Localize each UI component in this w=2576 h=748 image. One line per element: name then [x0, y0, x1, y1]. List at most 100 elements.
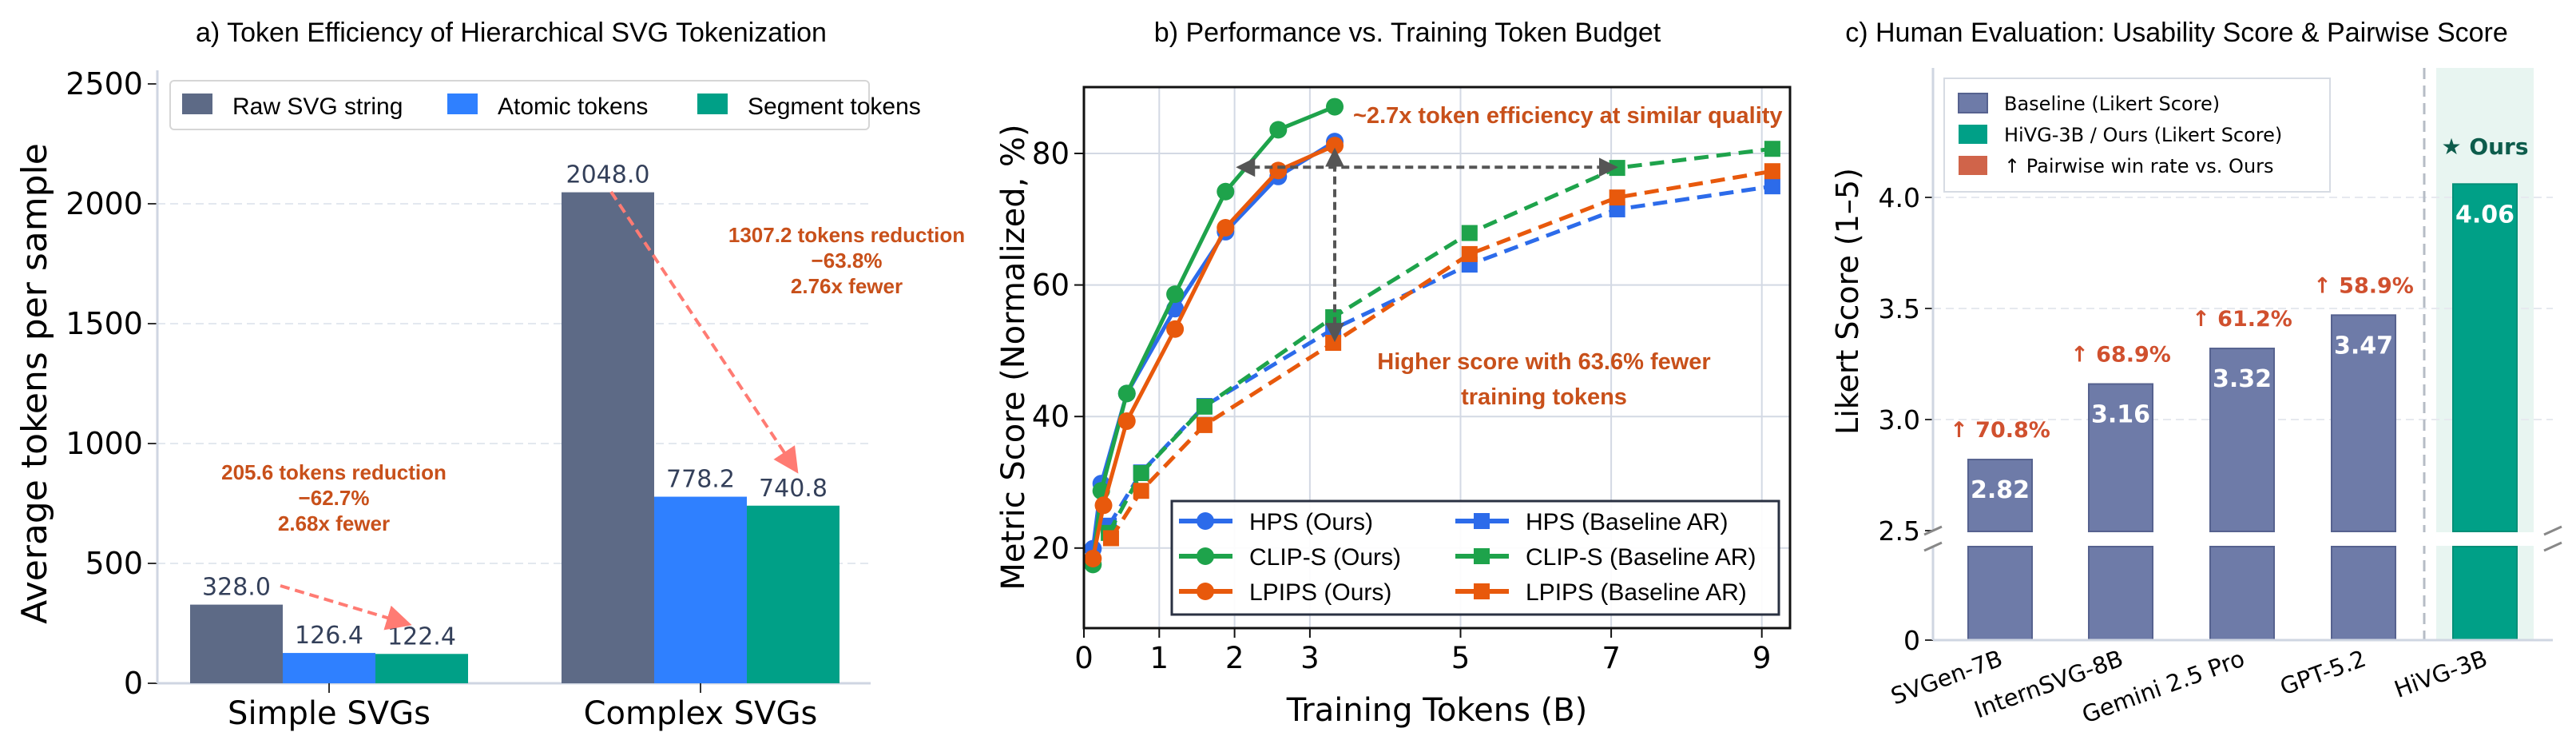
legend-label: LPIPS (Ours)	[1249, 579, 1391, 606]
bar	[747, 505, 839, 683]
x-tick-label: 0	[1074, 641, 1094, 675]
pairwise-win-rate-label: ↑ 61.2%	[2192, 307, 2292, 332]
legend-marker	[1197, 547, 1214, 565]
legend-swatch	[697, 94, 728, 114]
y-axis-label: Likert Score (1–5)	[1830, 168, 1865, 435]
legend: Baseline (Likert Score) HiVG-3B / Ours (L…	[1943, 78, 2331, 193]
bar-lower	[2088, 546, 2153, 641]
x-axis-label: Training Tokens (B)	[1286, 692, 1588, 729]
data-point	[1094, 496, 1113, 515]
data-point	[1461, 245, 1478, 262]
x-tick-label: HiVG-3B	[2391, 645, 2491, 703]
series-line	[1090, 140, 1336, 549]
bar	[283, 653, 375, 683]
axis-break-mark	[1923, 541, 1943, 552]
x-tick-label: 1	[1150, 641, 1169, 675]
bar-value-label: 740.8	[759, 475, 828, 503]
legend-swatch	[1959, 156, 1987, 175]
legend-swatch	[447, 94, 478, 114]
pairwise-win-rate-label: ↑ 70.8%	[1950, 418, 2050, 443]
data-point	[1764, 163, 1780, 180]
legend-label: Atomic tokens	[498, 94, 648, 120]
series-line	[1106, 146, 1773, 535]
data-point	[1764, 178, 1780, 195]
data-point	[1133, 464, 1149, 481]
data-point	[1166, 285, 1185, 304]
plot-frame	[1082, 86, 1792, 630]
y-axis-label: Average tokens per sample	[14, 143, 55, 624]
axis-break-mark	[2543, 541, 2562, 552]
legend-frame	[169, 80, 870, 130]
y-tick-label: 500	[85, 546, 143, 581]
y-tick-label: 0	[124, 666, 143, 701]
reduction-annotation: −63.8%	[812, 249, 883, 273]
axis-break-gap	[1931, 532, 2554, 546]
y-tick-label: 40	[1032, 400, 1070, 434]
y-tick-label: 4.0	[1879, 182, 1920, 213]
bar-value-label: 2.82	[1971, 476, 2030, 504]
y-tick-label: 2.5	[1879, 515, 1920, 547]
x-tick-label: Simple SVGs	[228, 695, 431, 732]
panel-c-human-evaluation: c) Human Evaluation: Usability Score & P…	[1830, 18, 2562, 729]
data-point	[1326, 97, 1344, 116]
bar-value-label: 122.4	[387, 623, 456, 651]
legend-swatch	[182, 94, 212, 114]
y-tick-label: 0	[1903, 625, 1920, 656]
chart-title: b) Performance vs. Training Token Budget	[1154, 18, 1661, 48]
legend-marker	[1197, 583, 1214, 600]
data-point	[1217, 182, 1235, 201]
bar-value-label: 328.0	[202, 574, 271, 602]
reduction-annotation: 2.68x fewer	[278, 511, 390, 535]
reduction-annotation: 1307.2 tokens reduction	[728, 223, 965, 247]
pairwise-win-rate-label: ↑ 68.9%	[2070, 343, 2171, 368]
score-annotation: Higher score with 63.6% fewer	[1377, 349, 1710, 375]
x-tick-label: GPT-5.2	[2276, 645, 2370, 701]
panel-a-token-efficiency: a) Token Efficiency of Hierarchical SVG …	[14, 18, 965, 732]
axis-break-mark	[1923, 525, 1943, 536]
legend-label: HPS (Ours)	[1249, 509, 1373, 535]
bar-lower	[2331, 546, 2396, 641]
bar-value-label: 4.06	[2455, 201, 2514, 229]
legend-label: HiVG-3B / Ours (Likert Score)	[2004, 124, 2282, 146]
axis-break-mark	[2543, 525, 2562, 536]
legend-label: CLIP-S (Ours)	[1249, 544, 1401, 571]
bar	[654, 496, 747, 683]
reduction-arrow	[280, 584, 412, 631]
y-tick-label: 60	[1032, 269, 1070, 303]
x-tick-label: 3	[1300, 641, 1320, 675]
bar-lower	[1967, 546, 2033, 641]
legend-marker	[1197, 512, 1214, 530]
x-tick-label: 5	[1451, 641, 1471, 675]
legend-label: CLIP-S (Baseline AR)	[1526, 544, 1756, 571]
legend-label: LPIPS (Baseline AR)	[1526, 579, 1747, 606]
series-line	[1090, 143, 1336, 559]
y-tick-label: 3.5	[1879, 293, 1920, 324]
y-tick-label: 2000	[65, 186, 143, 221]
legend: HPS (Ours) CLIP-S (Ours) LPIPS (Ours) HPS (…	[1170, 499, 1780, 616]
data-point	[1117, 384, 1136, 403]
bar-upper	[2331, 314, 2396, 532]
reduction-annotation: 205.6 tokens reduction	[221, 460, 447, 484]
score-annotation: training tokens	[1461, 384, 1627, 410]
bar-upper	[2209, 348, 2275, 533]
data-point	[1196, 416, 1213, 433]
data-point	[1269, 161, 1288, 180]
reduction-annotation: 2.76x fewer	[791, 274, 903, 298]
chart-title: a) Token Efficiency of Hierarchical SVG …	[196, 18, 827, 48]
y-tick-label: 1500	[65, 306, 143, 341]
ours-label: ★ Ours	[2441, 133, 2528, 160]
panel-b-performance-vs-tokens: b) Performance vs. Training Token Budget…	[995, 18, 1792, 729]
legend-marker	[1474, 583, 1490, 599]
legend-label: Raw SVG string	[232, 94, 403, 120]
legend-label: Segment tokens	[748, 94, 921, 120]
y-tick-label: 2500	[65, 66, 143, 101]
y-axis-label: Metric Score (Normalized, %)	[995, 124, 1032, 590]
reduction-arrow	[609, 190, 799, 474]
x-tick-label: 9	[1752, 641, 1772, 675]
x-tick-label: Complex SVGs	[584, 695, 818, 732]
bar	[190, 604, 283, 683]
y-tick-label: 3.0	[1879, 404, 1920, 436]
bar-value-label: 126.4	[295, 622, 363, 650]
pairwise-win-rate-label: ↑ 58.9%	[2313, 273, 2414, 298]
